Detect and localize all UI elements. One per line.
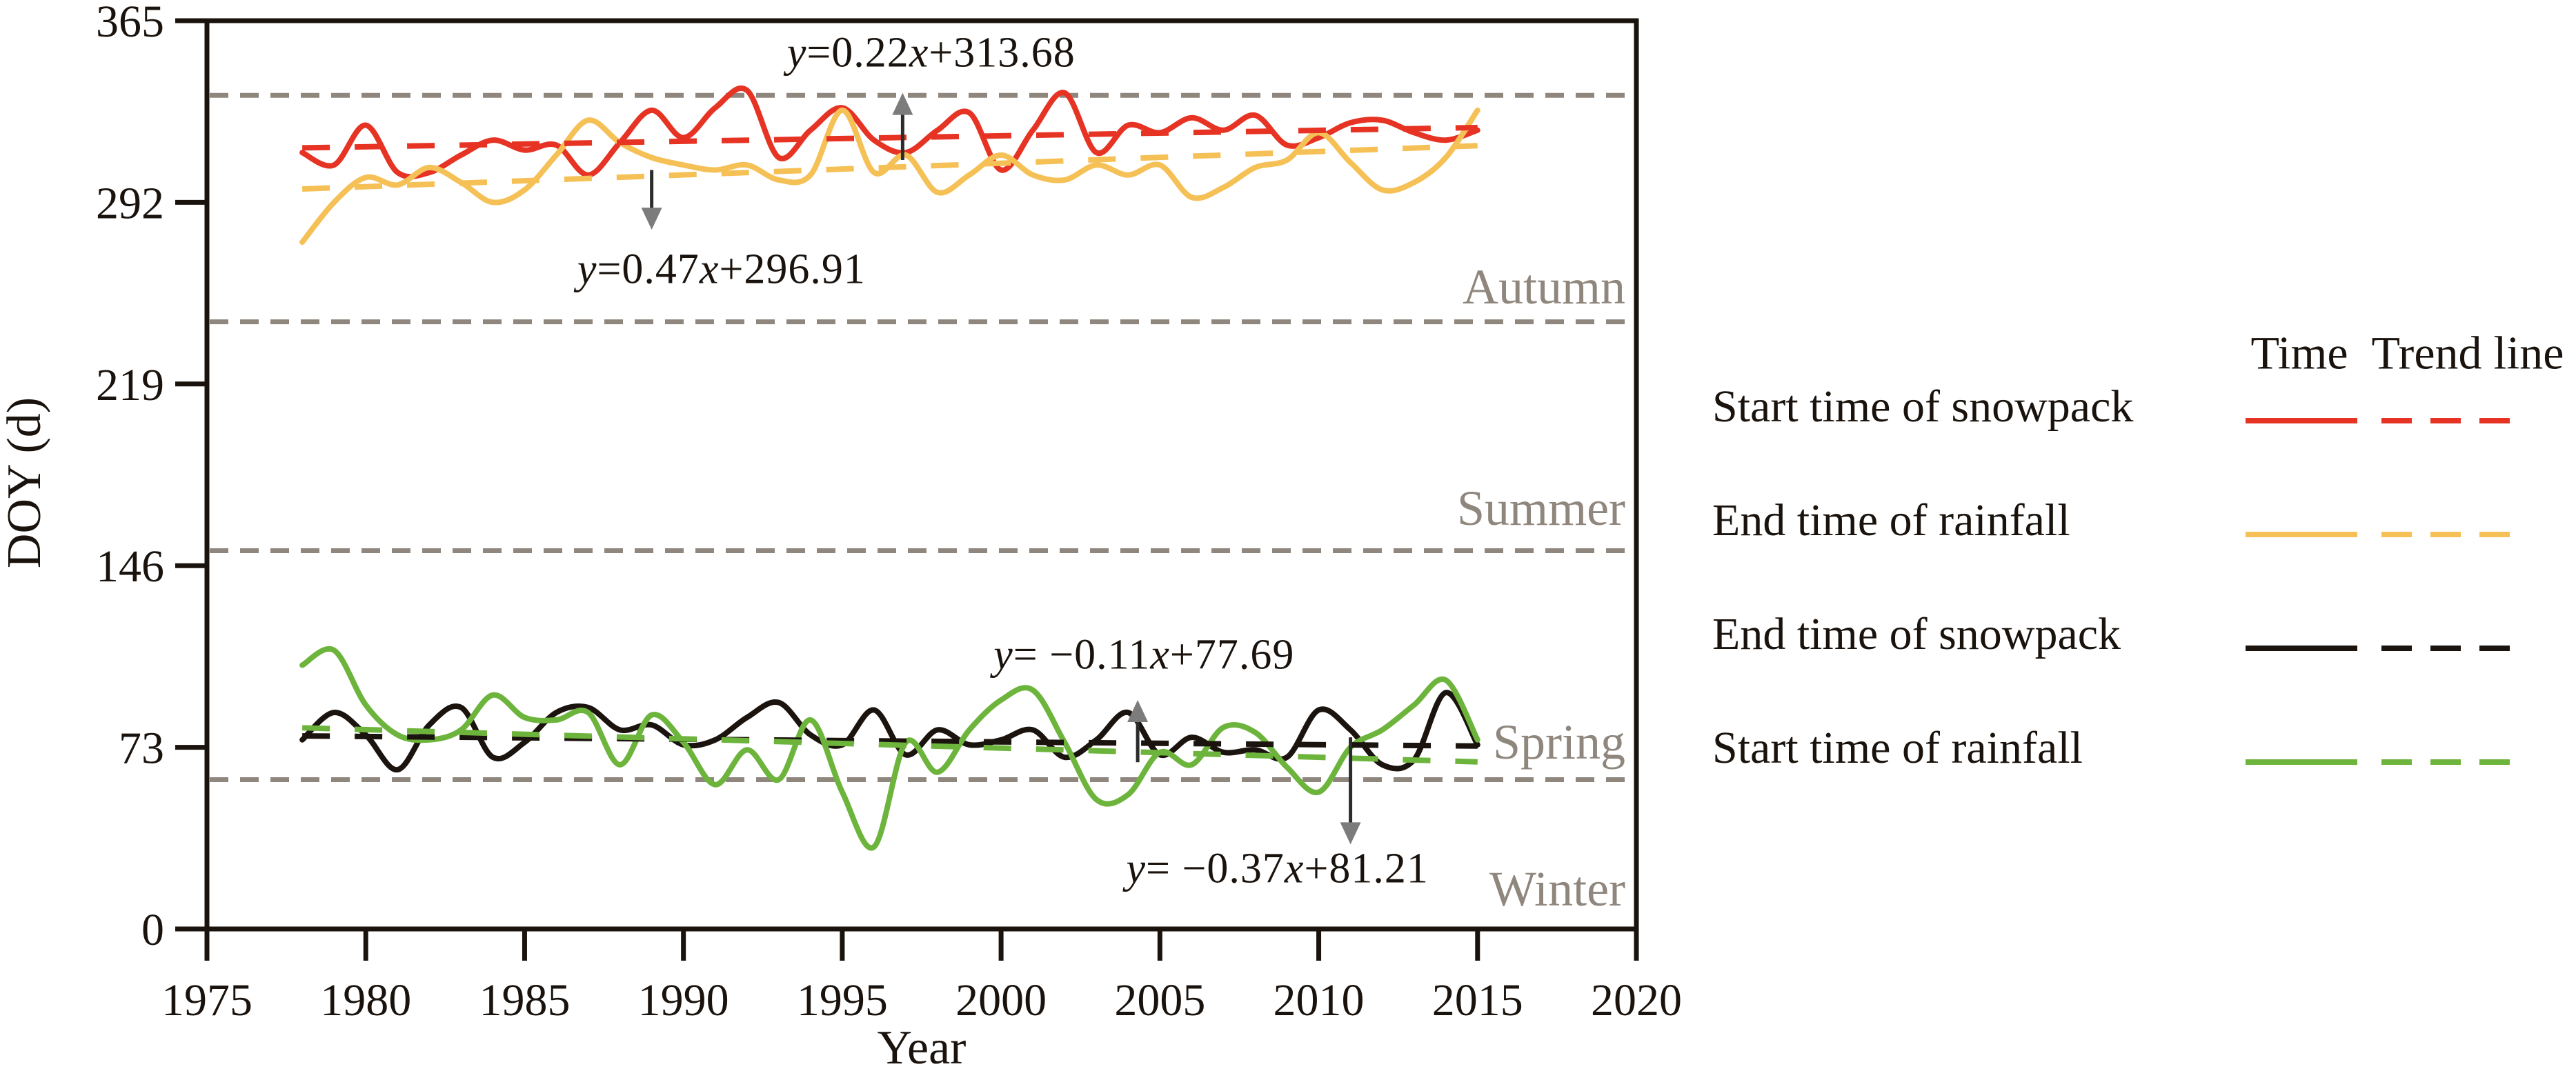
svg-text:219: 219 [96,360,164,410]
legend-item-label: Start time of snowpack [1712,381,2134,432]
legend-dashed-swatch [2381,532,2510,537]
equation-rainfall-end: y=0.47x+296.91 [577,246,866,293]
legend-solid-swatch [2246,646,2357,651]
equation-snowpack-end: y= −0.11x+77.69 [993,631,1295,679]
svg-text:292: 292 [96,178,164,228]
legend-dashed-swatch [2381,418,2510,423]
x-axis-title: Year [877,1021,967,1074]
season-label-spring: Spring [1492,714,1625,770]
legend-header-trendline: Trend line [2371,326,2564,379]
y-axis-title: DOY (d) [0,397,51,569]
svg-text:1975: 1975 [161,975,252,1026]
legend-dashed-swatch [2381,646,2510,651]
season-label-autumn: Autumn [1462,259,1625,314]
legend-solid-swatch [2246,418,2357,423]
svg-text:2010: 2010 [1274,975,1365,1026]
legend-item-label: End time of snowpack [1712,609,2121,659]
legend-header-time: Time [2250,326,2348,379]
svg-text:2020: 2020 [1591,975,1682,1026]
season-label-winter: Winter [1489,861,1625,917]
svg-text:1985: 1985 [479,975,570,1026]
svg-text:0: 0 [141,905,164,955]
equation-snowpack-start: y=0.22x+313.68 [786,29,1076,77]
legend-dashed-swatch [2381,759,2510,765]
svg-text:73: 73 [119,723,164,774]
legend-item-label: End time of rainfall [1712,495,2070,546]
legend-solid-swatch [2246,532,2357,537]
svg-text:2005: 2005 [1114,975,1205,1026]
equation-rainfall-start: y= −0.37x+81.21 [1126,845,1429,892]
season-label-summer: Summer [1457,480,1625,536]
legend-solid-swatch [2246,759,2357,765]
svg-text:365: 365 [96,0,164,47]
svg-text:2000: 2000 [955,975,1047,1026]
legend-item-label: Start time of rainfall [1712,723,2083,773]
svg-text:1995: 1995 [797,975,888,1026]
svg-text:1980: 1980 [320,975,411,1026]
svg-text:146: 146 [96,541,164,592]
svg-text:1990: 1990 [638,975,729,1026]
svg-text:2015: 2015 [1432,975,1523,1026]
